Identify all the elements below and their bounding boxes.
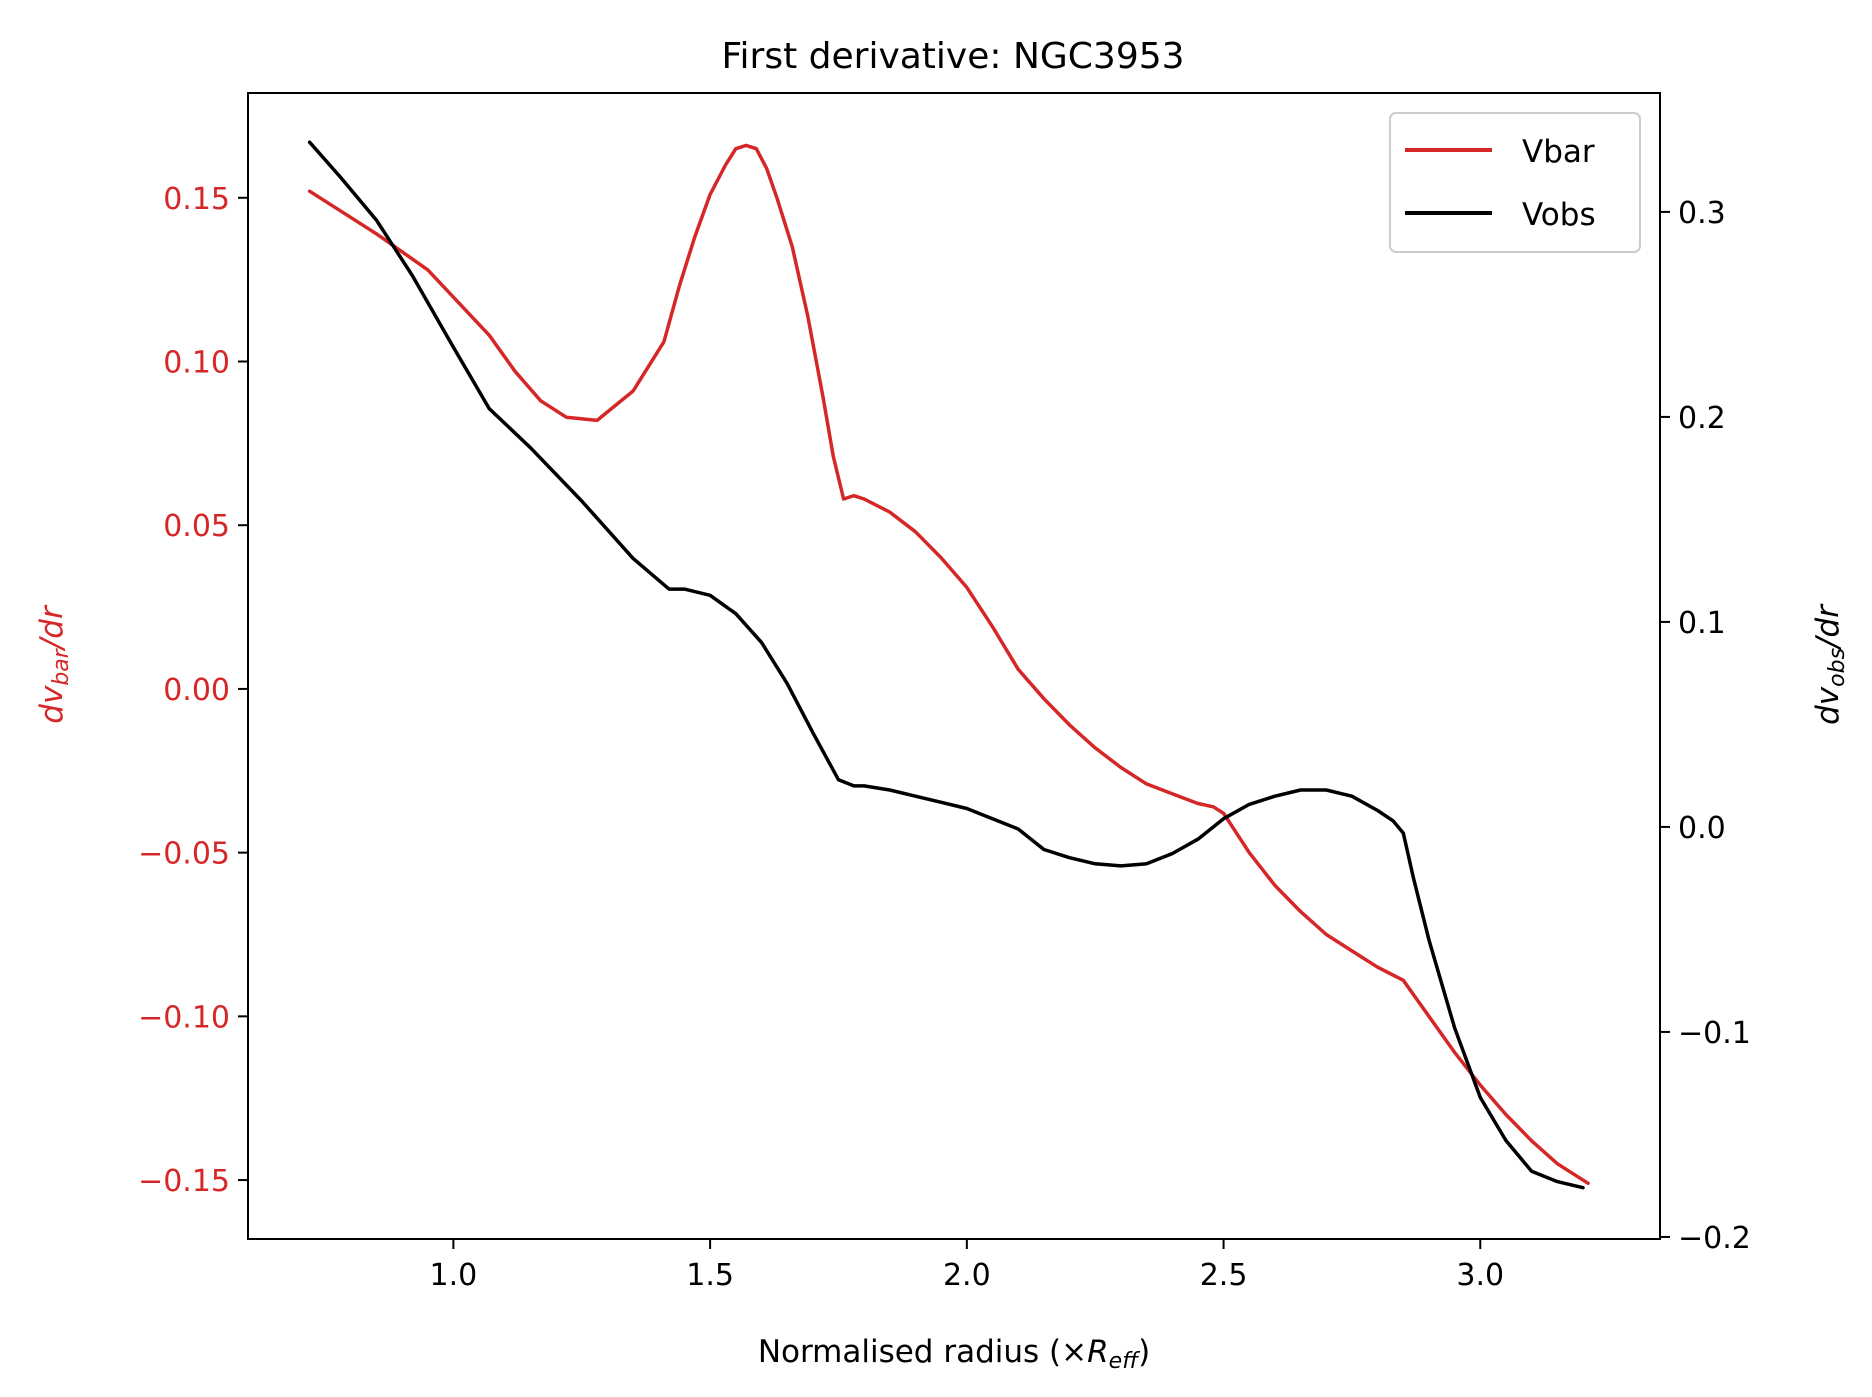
series-layer xyxy=(307,140,1590,1190)
y-left-tick-label: −0.05 xyxy=(138,837,230,872)
x-tick-label: 2.5 xyxy=(1200,1258,1248,1293)
y-right-tick-label: 0.1 xyxy=(1678,606,1726,641)
x-axis-ticks: 1.0 1.5 2.0 2.5 3.0 xyxy=(430,1239,1504,1293)
y-left-axis-ticks: 0.15 0.10 0.05 0.00 −0.05 −0.10 −0.15 xyxy=(138,182,248,1199)
chart-title: First derivative: NGC3953 xyxy=(721,36,1184,77)
series-line-vobs xyxy=(307,140,1585,1190)
y-left-tick-label: 0.15 xyxy=(163,182,230,217)
legend-vobs-label: Vobs xyxy=(1522,197,1596,233)
y-right-tick-label: 0.0 xyxy=(1678,811,1726,846)
y-right-tick-label: 0.2 xyxy=(1678,401,1726,436)
x-tick-label: 1.0 xyxy=(430,1258,478,1293)
x-tick-label: 2.0 xyxy=(943,1258,991,1293)
x-axis-label: Normalised radius (×Reff) xyxy=(758,1334,1150,1374)
y-left-tick-label: −0.10 xyxy=(138,1000,230,1035)
legend-box xyxy=(1389,112,1641,253)
y-right-tick-label: −0.2 xyxy=(1678,1221,1751,1256)
y-left-axis-label: dvbar/dr xyxy=(34,604,74,724)
x-tick-label: 3.0 xyxy=(1456,1258,1504,1293)
y-left-tick-label: 0.05 xyxy=(163,509,230,544)
y-left-tick-label: 0.00 xyxy=(163,673,230,708)
y-right-axis-ticks: 0.3 0.2 0.1 0.0 −0.1 −0.2 xyxy=(1660,196,1751,1256)
legend-vbar-label: Vbar xyxy=(1522,134,1595,170)
series-line-vbar xyxy=(307,143,1590,1186)
plot-frame xyxy=(247,92,1661,1240)
y-left-tick-label: 0.10 xyxy=(163,345,230,380)
legend: Vbar Vobs xyxy=(1389,112,1641,253)
y-left-tick-label: −0.15 xyxy=(138,1164,230,1199)
y-right-axis-label: dvobs/dr xyxy=(1810,603,1850,725)
x-tick-label: 1.5 xyxy=(686,1258,734,1293)
y-right-tick-label: 0.3 xyxy=(1678,196,1726,231)
y-right-tick-label: −0.1 xyxy=(1678,1016,1751,1051)
